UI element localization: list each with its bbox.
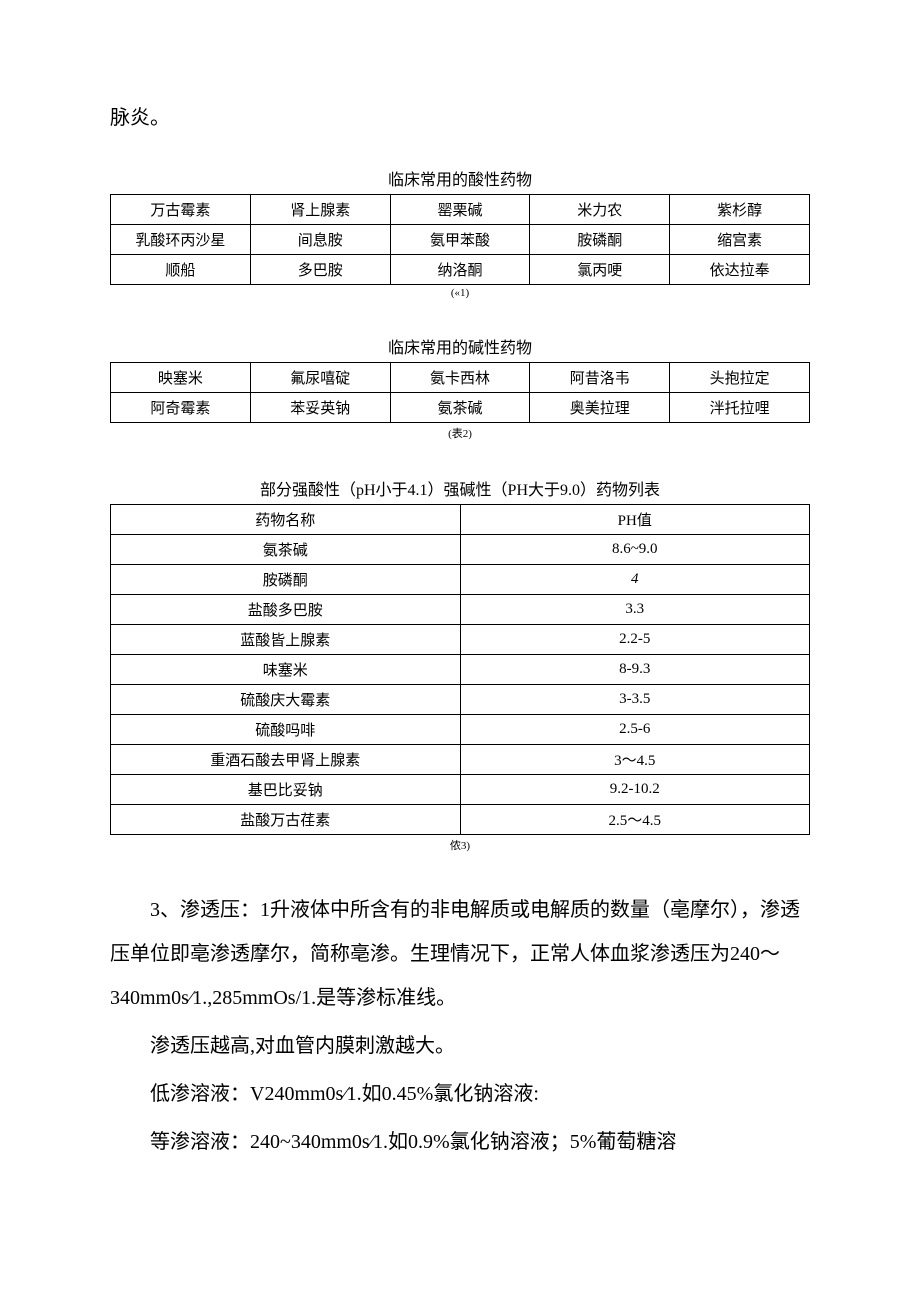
- table-row: 硫酸吗啡2.5-6: [111, 715, 810, 745]
- table-row: 味塞米8-9.3: [111, 655, 810, 685]
- table-cell: 阿奇霉素: [111, 393, 251, 423]
- table-cell: 2.2-5: [460, 625, 810, 655]
- table-cell: 4: [460, 565, 810, 595]
- table-cell: 米力农: [530, 195, 670, 225]
- table-cell: 3.3: [460, 595, 810, 625]
- table-cell: 氟尿嘻碇: [250, 363, 390, 393]
- table-row: 基巴比妥钠9.2-10.2: [111, 775, 810, 805]
- table-row: 乳酸环丙沙星间息胺氨甲苯酸胺磷酮缩宫素: [111, 225, 810, 255]
- table-cell: 硫酸吗啡: [111, 715, 461, 745]
- table-cell: 罂栗碱: [390, 195, 530, 225]
- table-cell: 基巴比妥钠: [111, 775, 461, 805]
- table-cell: 多巴胺: [250, 255, 390, 285]
- table-cell: 依达拉奉: [670, 255, 810, 285]
- table-header-row: 药物名称PH值: [111, 505, 810, 535]
- table-header-cell: 药物名称: [111, 505, 461, 535]
- table-row: 蓝酸皆上腺素2.2-5: [111, 625, 810, 655]
- table3-title: 部分强酸性（pH小于4.1）强碱性（PH大于9.0）药物列表: [110, 476, 810, 500]
- paragraph-osmotic-pressure: 3、渗透压：1升液体中所含有的非电解质或电解质的数量（亳摩尔），渗透压单位即亳渗…: [110, 888, 810, 1020]
- table-cell: 盐酸多巴胺: [111, 595, 461, 625]
- table-cell: 缩宫素: [670, 225, 810, 255]
- paragraph-hypotonic: 低渗溶液：V240mm0s∕1.如0.45%氯化钠溶液:: [110, 1072, 810, 1116]
- table-cell: 重酒石酸去甲肾上腺素: [111, 745, 461, 775]
- table-cell: 氨甲苯酸: [390, 225, 530, 255]
- table-cell: 顺船: [111, 255, 251, 285]
- table-row: 映塞米氟尿嘻碇氨卡西林阿昔洛韦头抱拉定: [111, 363, 810, 393]
- table-cell: 映塞米: [111, 363, 251, 393]
- table-cell: 间息胺: [250, 225, 390, 255]
- table-row: 胺磷酮4: [111, 565, 810, 595]
- table-cell: 乳酸环丙沙星: [111, 225, 251, 255]
- table-cell: 8-9.3: [460, 655, 810, 685]
- table-row: 重酒石酸去甲肾上腺素3〜4.5: [111, 745, 810, 775]
- table-cell: 3-3.5: [460, 685, 810, 715]
- table2: 映塞米氟尿嘻碇氨卡西林阿昔洛韦头抱拉定阿奇霉素苯妥英钠氨茶碱奥美拉理泮托拉哩: [110, 362, 810, 423]
- table-cell: 8.6~9.0: [460, 535, 810, 565]
- table2-caption: (表2): [110, 425, 810, 441]
- table-cell: 胺磷酮: [111, 565, 461, 595]
- table-cell: 奥美拉理: [530, 393, 670, 423]
- paragraph-isotonic: 等渗溶液：240~340mm0s∕1.如0.9%氯化钠溶液；5%葡萄糖溶: [110, 1120, 810, 1164]
- table-cell: 氨卡西林: [390, 363, 530, 393]
- table1-title: 临床常用的酸性药物: [110, 166, 810, 190]
- paragraph-stimulation: 渗透压越高,对血管内膜刺激越大。: [110, 1024, 810, 1068]
- table-header-cell: PH值: [460, 505, 810, 535]
- table-row: 阿奇霉素苯妥英钠氨茶碱奥美拉理泮托拉哩: [111, 393, 810, 423]
- table-row: 氨茶碱8.6~9.0: [111, 535, 810, 565]
- table-cell: 氯丙哽: [530, 255, 670, 285]
- table-cell: 氨茶碱: [390, 393, 530, 423]
- table-cell: 2.5〜4.5: [460, 805, 810, 835]
- table2-title: 临床常用的碱性药物: [110, 334, 810, 358]
- table-cell: 阿昔洛韦: [530, 363, 670, 393]
- table-row: 硫酸庆大霉素3-3.5: [111, 685, 810, 715]
- table-cell: 氨茶碱: [111, 535, 461, 565]
- table1-caption: («1): [110, 287, 810, 299]
- table-cell: 苯妥英钠: [250, 393, 390, 423]
- table-row: 万古霉素肾上腺素罂栗碱米力农紫杉醇: [111, 195, 810, 225]
- table-row: 盐酸多巴胺3.3: [111, 595, 810, 625]
- table-cell: 3〜4.5: [460, 745, 810, 775]
- table-cell: 头抱拉定: [670, 363, 810, 393]
- table-row: 盐酸万古荏素2.5〜4.5: [111, 805, 810, 835]
- table3: 药物名称PH值氨茶碱8.6~9.0胺磷酮4盐酸多巴胺3.3蓝酸皆上腺素2.2-5…: [110, 504, 810, 835]
- table1: 万古霉素肾上腺素罂栗碱米力农紫杉醇乳酸环丙沙星间息胺氨甲苯酸胺磷酮缩宫素顺船多巴…: [110, 194, 810, 285]
- table-cell: 盐酸万古荏素: [111, 805, 461, 835]
- table-cell: 万古霉素: [111, 195, 251, 225]
- table-cell: 硫酸庆大霉素: [111, 685, 461, 715]
- top-fragment-text: 脉炎。: [110, 100, 810, 136]
- table-cell: 肾上腺素: [250, 195, 390, 225]
- table-cell: 味塞米: [111, 655, 461, 685]
- table-cell: 9.2-10.2: [460, 775, 810, 805]
- table-cell: 泮托拉哩: [670, 393, 810, 423]
- table3-caption: 侬3): [110, 837, 810, 853]
- table-cell: 纳洛酮: [390, 255, 530, 285]
- table-cell: 2.5-6: [460, 715, 810, 745]
- table-row: 顺船多巴胺纳洛酮氯丙哽依达拉奉: [111, 255, 810, 285]
- table-cell: 紫杉醇: [670, 195, 810, 225]
- table-cell: 胺磷酮: [530, 225, 670, 255]
- table-cell: 蓝酸皆上腺素: [111, 625, 461, 655]
